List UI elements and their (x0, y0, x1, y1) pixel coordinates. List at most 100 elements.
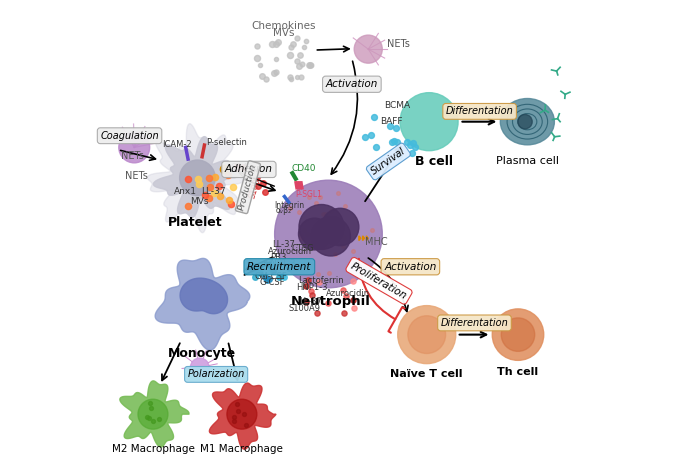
Polygon shape (147, 124, 251, 233)
Point (232, 400, 242, 408)
Point (366, 227, 377, 234)
Text: S100A9: S100A9 (288, 304, 321, 314)
Text: Neutrophil: Neutrophil (291, 295, 371, 308)
Point (408, 139, 419, 147)
Point (332, 189, 343, 197)
Text: NETs: NETs (121, 151, 145, 161)
Point (266, 41, 277, 48)
Point (317, 210, 328, 217)
Point (305, 287, 316, 295)
Text: Recruitment: Recruitment (247, 262, 312, 272)
Point (199, 191, 210, 199)
Point (391, 138, 402, 146)
Point (251, 173, 262, 181)
Point (406, 149, 417, 157)
Point (360, 133, 371, 141)
Point (265, 263, 276, 271)
Text: Plasma cell: Plasma cell (496, 156, 559, 167)
Point (301, 38, 312, 45)
Point (252, 183, 263, 190)
Point (240, 167, 251, 174)
Text: Anx1: Anx1 (174, 187, 197, 197)
Point (259, 274, 270, 281)
Text: S100A9: S100A9 (248, 167, 266, 200)
Point (258, 179, 269, 186)
Circle shape (518, 115, 532, 129)
Point (142, 413, 153, 420)
Circle shape (275, 180, 382, 288)
Text: Activation: Activation (384, 262, 436, 272)
Point (144, 414, 155, 421)
Circle shape (400, 93, 458, 151)
Text: Differentation: Differentation (446, 106, 514, 117)
Point (284, 73, 295, 81)
Point (273, 38, 284, 45)
Point (257, 72, 268, 80)
Point (204, 195, 215, 202)
Point (268, 267, 279, 275)
Circle shape (354, 35, 382, 63)
Point (237, 163, 248, 171)
Point (232, 165, 243, 172)
Point (203, 175, 214, 182)
Point (322, 299, 333, 307)
Point (286, 75, 297, 82)
Circle shape (311, 217, 351, 256)
Point (295, 51, 306, 58)
Circle shape (221, 165, 229, 174)
Circle shape (190, 358, 209, 377)
Point (269, 69, 279, 76)
Text: Monocyte: Monocyte (168, 347, 236, 360)
Text: Activation: Activation (325, 79, 378, 89)
Point (254, 62, 265, 69)
Point (260, 189, 271, 196)
Text: MHC: MHC (365, 237, 388, 247)
Text: NETs: NETs (387, 39, 410, 50)
Point (298, 44, 309, 51)
Polygon shape (210, 383, 276, 449)
Point (209, 173, 220, 181)
Point (393, 152, 404, 159)
Point (192, 176, 203, 183)
Point (214, 183, 225, 190)
Point (247, 267, 258, 275)
Circle shape (501, 318, 535, 351)
Point (252, 269, 263, 276)
Text: GM-CSF: GM-CSF (255, 271, 288, 281)
Point (264, 275, 275, 283)
Text: Survival: Survival (369, 146, 408, 177)
Text: Th cell: Th cell (497, 367, 538, 377)
Point (238, 411, 249, 418)
Text: LL-37: LL-37 (299, 297, 323, 306)
Text: HNP1-3: HNP1-3 (296, 283, 327, 292)
Point (145, 399, 155, 406)
Text: M2 Macrophage: M2 Macrophage (112, 444, 195, 454)
Polygon shape (366, 236, 369, 241)
Point (278, 274, 289, 281)
Text: PR3: PR3 (270, 253, 286, 262)
Point (348, 296, 359, 303)
Text: P-selectin: P-selectin (206, 138, 247, 147)
Text: Proliferation: Proliferation (349, 261, 409, 301)
Circle shape (408, 316, 446, 353)
Point (301, 298, 312, 306)
Text: BCMA: BCMA (384, 101, 410, 110)
Text: Integrin: Integrin (275, 201, 305, 211)
Point (315, 193, 326, 201)
Text: CTSG: CTSG (291, 243, 314, 253)
Text: Coagulation: Coagulation (100, 131, 159, 141)
Point (260, 75, 271, 82)
Point (390, 124, 401, 132)
Circle shape (493, 309, 544, 360)
Point (297, 234, 308, 242)
Text: Azurocidin: Azurocidin (326, 289, 371, 298)
Point (145, 404, 156, 411)
Text: BAFF: BAFF (380, 117, 403, 126)
Point (223, 196, 234, 204)
Text: Polarization: Polarization (188, 369, 245, 380)
Point (182, 203, 193, 210)
Point (311, 232, 322, 240)
Point (153, 415, 164, 422)
Point (298, 226, 309, 234)
Point (286, 43, 297, 51)
